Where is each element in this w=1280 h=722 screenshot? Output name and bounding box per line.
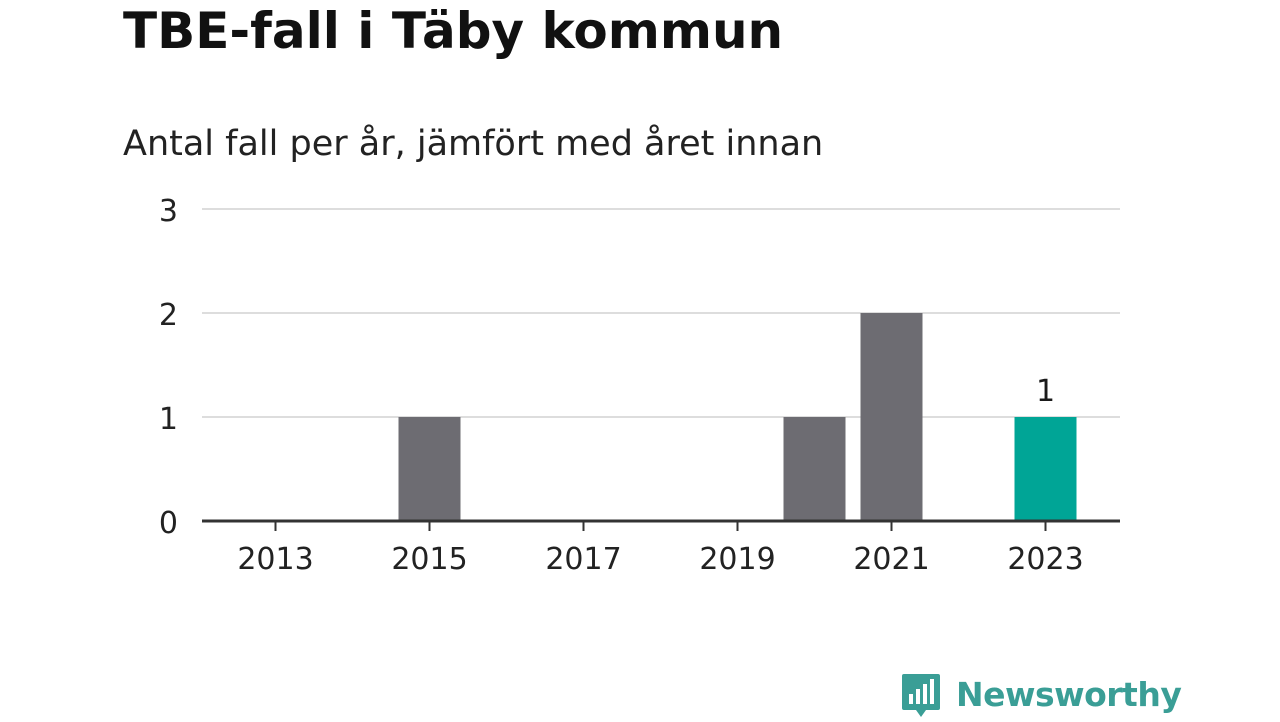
chart-title: TBE-fall i Täby kommun	[123, 2, 784, 60]
y-tick-label: 1	[159, 402, 178, 437]
y-tick-label: 3	[159, 194, 178, 229]
x-tick-label: 2013	[237, 542, 313, 577]
bar	[860, 313, 923, 521]
bar-chart-speech-bubble-icon	[900, 672, 942, 717]
x-tick-label: 2021	[853, 542, 929, 577]
x-tick-label: 2015	[391, 542, 467, 577]
chart-subtitle: Antal fall per år, jämfört med året inna…	[123, 124, 824, 164]
y-tick-label: 0	[159, 506, 178, 541]
x-tick-label: 2017	[545, 542, 621, 577]
bar-highlight	[1014, 417, 1077, 521]
y-tick-label: 2	[159, 298, 178, 333]
brand-logo: Newsworthy	[900, 670, 1182, 718]
x-tick-label: 2023	[1007, 542, 1083, 577]
data-label: 1	[1036, 374, 1055, 409]
bar	[398, 417, 461, 521]
x-tick-label: 2019	[699, 542, 775, 577]
brand-name: Newsworthy	[956, 674, 1182, 714]
bar	[783, 417, 846, 521]
